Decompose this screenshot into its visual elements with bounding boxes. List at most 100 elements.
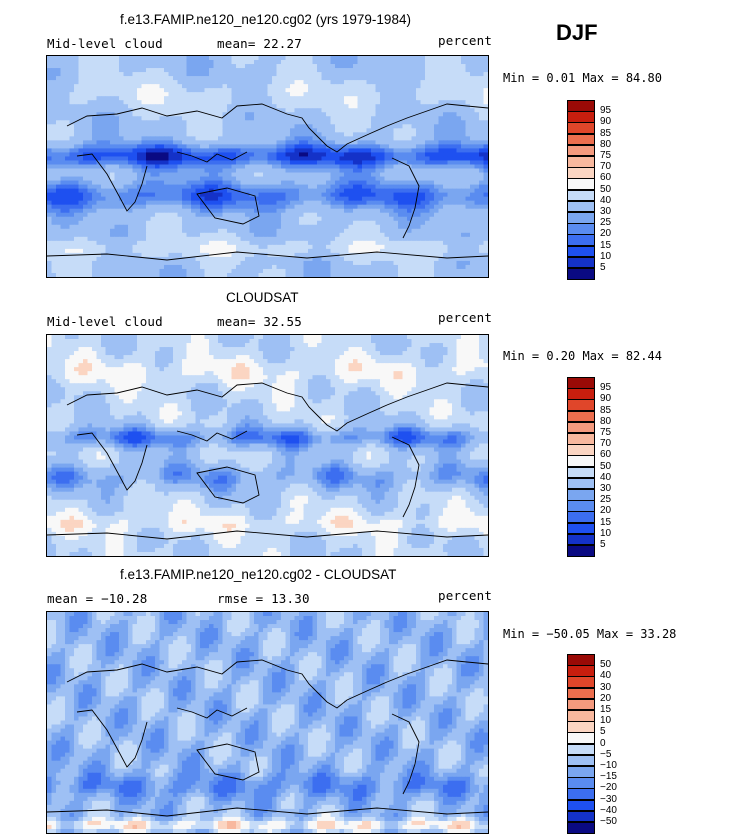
map-cell (128, 216, 133, 222)
map-cell (326, 56, 331, 61)
map-cell (483, 240, 488, 246)
map-cell (110, 56, 115, 61)
map-cell (353, 192, 358, 198)
map-cell (353, 132, 358, 137)
map-cell (438, 80, 444, 85)
map-cell (479, 148, 484, 153)
map-cell (479, 104, 484, 109)
map-cell (218, 60, 223, 65)
map-cell (105, 104, 111, 109)
map-cell (272, 56, 277, 61)
map-cell (438, 180, 444, 185)
map-cell (69, 124, 75, 129)
map-cell (380, 128, 385, 133)
map-cell (366, 116, 372, 121)
map-cell (92, 252, 97, 258)
map-cell (366, 96, 372, 101)
map-cell (240, 76, 246, 81)
map-cell (60, 60, 66, 65)
map-cell (105, 192, 111, 198)
map-cell (173, 104, 178, 109)
map-cell (299, 216, 304, 222)
map-cell (326, 148, 331, 153)
map-cell (204, 64, 210, 69)
map-cell (105, 232, 111, 238)
map-cell (420, 216, 426, 222)
map-cell (114, 244, 120, 250)
map-cell (335, 64, 340, 69)
map-cell (69, 140, 75, 145)
map-cell (389, 96, 394, 101)
map-cell (195, 72, 201, 77)
map-cell (290, 88, 295, 93)
map-cell (245, 124, 250, 129)
map-cell (263, 212, 268, 218)
map-cell (335, 212, 340, 218)
map-cell (213, 188, 219, 194)
map-cell (321, 80, 327, 85)
map-cell (114, 144, 120, 149)
map-cell (474, 136, 480, 141)
map-cell (222, 224, 228, 230)
map-cell (182, 192, 187, 198)
map-cell (285, 164, 291, 169)
map-cell (339, 240, 345, 246)
map-cell (200, 184, 205, 189)
map-cell (362, 72, 367, 77)
map-cell (254, 128, 259, 133)
map-cell (105, 180, 111, 185)
map-cell (420, 144, 426, 149)
map-cell (114, 188, 120, 194)
map-cell (173, 196, 178, 202)
map-cell (393, 220, 399, 226)
map-cell (128, 116, 133, 121)
map-cell (137, 124, 142, 129)
map-cell (200, 248, 205, 254)
map-cell (47, 192, 52, 198)
map-cell (384, 88, 390, 93)
map-cell (285, 252, 291, 258)
map-cell (105, 248, 111, 254)
map-cell (402, 96, 408, 101)
map-cell (258, 152, 264, 157)
map-cell (443, 60, 448, 65)
map-cell (267, 248, 273, 254)
map-cell (335, 236, 340, 242)
map-cell (110, 96, 115, 101)
map-cell (92, 180, 97, 185)
map-cell (132, 124, 138, 129)
map-cell (317, 184, 322, 189)
map-cell (281, 188, 286, 194)
map-cell (389, 192, 394, 198)
map-cell (119, 204, 124, 210)
map-cell (429, 236, 435, 242)
map-cell (263, 172, 268, 177)
map-cell (65, 116, 70, 121)
map-cell (168, 184, 174, 189)
map-cell (258, 192, 264, 198)
map-cell (384, 112, 390, 117)
map-cell (222, 64, 228, 69)
map-cell (249, 240, 255, 246)
map-cell (456, 160, 462, 165)
map-cell (105, 200, 111, 206)
map-cell (191, 80, 196, 85)
map-cell (74, 244, 79, 250)
map-cell (434, 148, 439, 153)
map-cell (308, 192, 313, 198)
map-cell (348, 136, 354, 141)
map-cell (452, 164, 457, 169)
map-cell (128, 212, 133, 218)
map-cell (249, 80, 255, 85)
map-cell (272, 108, 277, 113)
map-cell (452, 76, 457, 81)
map-cell (83, 112, 88, 117)
map-cell (290, 76, 295, 81)
map-cell (348, 204, 354, 210)
map-cell (137, 252, 142, 258)
map-cell (479, 212, 484, 218)
map-cell (236, 232, 241, 238)
map-cell (366, 216, 372, 222)
map-cell (267, 112, 273, 117)
map-cell (285, 140, 291, 145)
